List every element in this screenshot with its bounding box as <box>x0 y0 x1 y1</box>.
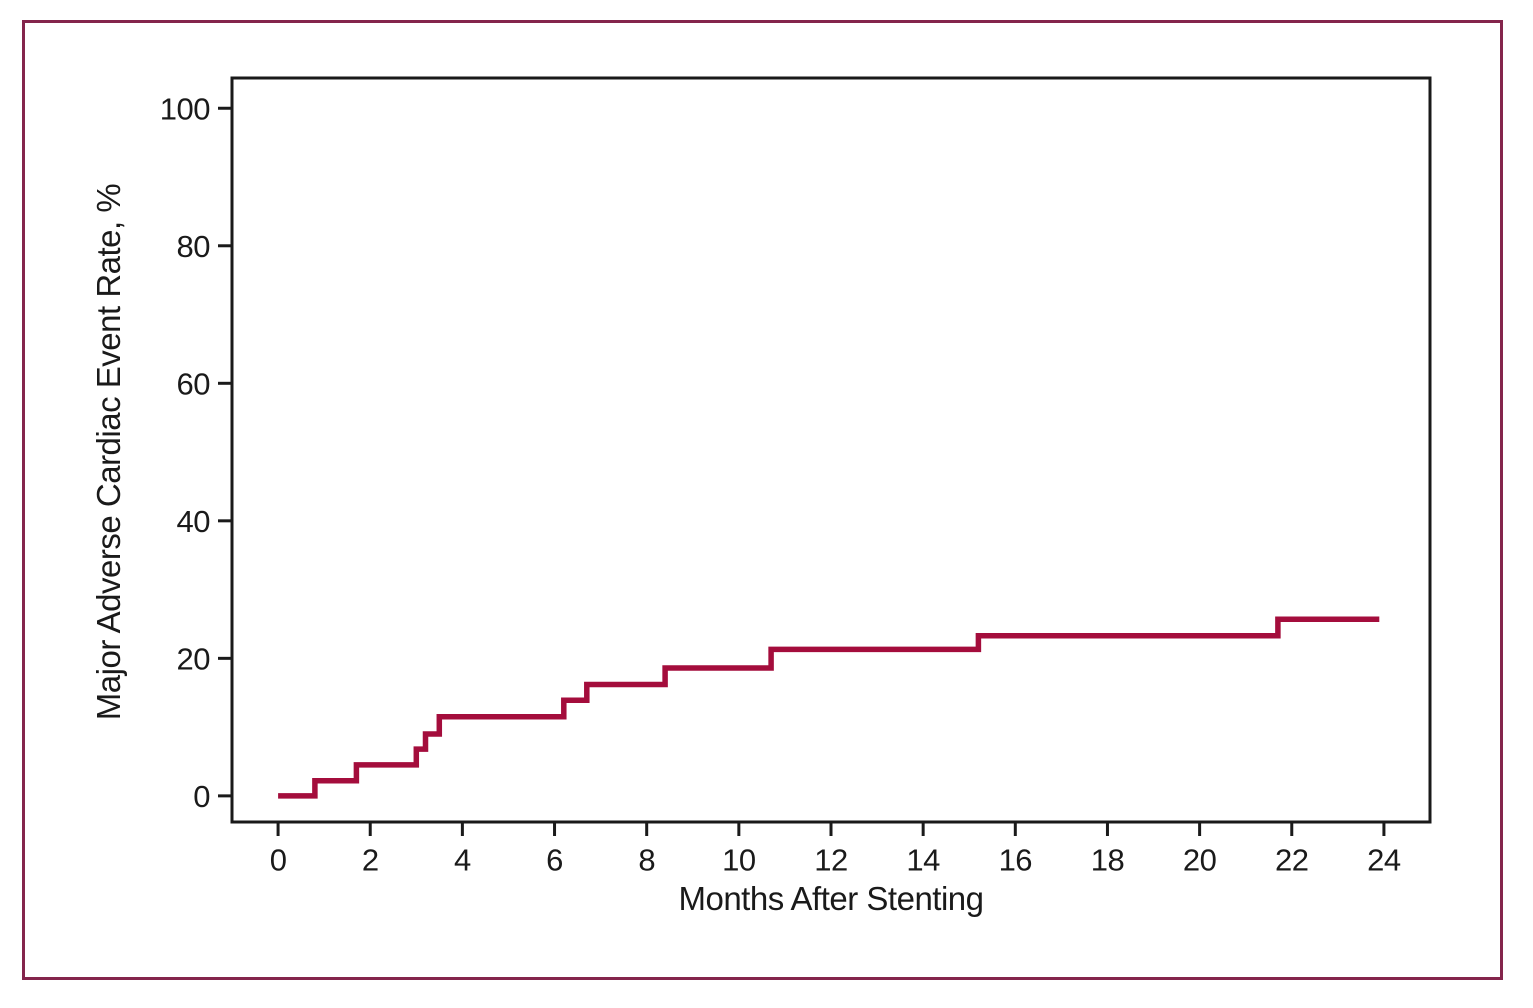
x-axis-tick-label: 14 <box>906 842 940 877</box>
y-axis-tick-label: 0 <box>193 779 210 814</box>
x-axis-tick-label: 18 <box>1091 842 1124 877</box>
x-axis-tick-label: 6 <box>546 842 563 877</box>
x-axis-label: Months After Stenting <box>678 880 983 917</box>
x-axis-tick-label: 22 <box>1275 842 1308 877</box>
x-axis-tick-label: 4 <box>454 842 471 877</box>
x-axis-tick-label: 24 <box>1367 842 1401 877</box>
x-axis-tick-label: 0 <box>270 842 287 877</box>
x-axis-tick-label: 10 <box>722 842 756 877</box>
plot-frame <box>230 76 1432 824</box>
x-axis-tick-label: 2 <box>362 842 379 877</box>
y-axis-tick-label: 60 <box>177 366 211 401</box>
x-axis-tick-label: 20 <box>1183 842 1217 877</box>
mace-step-line <box>278 616 1380 799</box>
y-axis-label: Major Adverse Cardiac Event Rate, % <box>90 184 127 721</box>
figure-border <box>22 20 1503 980</box>
y-axis-tick-label: 100 <box>160 91 210 126</box>
y-axis-tick-label: 80 <box>177 229 211 264</box>
x-axis-tick-label: 8 <box>638 842 655 877</box>
y-axis-tick-label: 20 <box>177 641 211 676</box>
y-axis-tick-label: 40 <box>177 504 211 539</box>
x-axis-tick-label: 16 <box>999 842 1032 877</box>
x-axis-tick-label: 12 <box>814 842 847 877</box>
